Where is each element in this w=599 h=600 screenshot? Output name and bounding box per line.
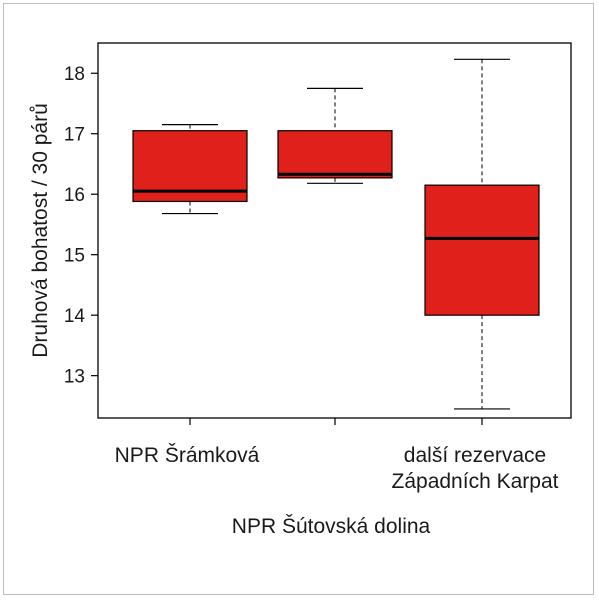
- x-category-label-2-1: Západních Karpat: [392, 470, 559, 493]
- boxes: [132, 58, 540, 410]
- y-axis-title: Druhová bohatost / 30 párů: [29, 103, 52, 358]
- box-group-2: [424, 58, 540, 410]
- box-1: [277, 130, 393, 179]
- x-axis: NPR Šrámková další rezervace Západních Kar…: [115, 418, 559, 493]
- x-category-label-0-0: NPR Šrámková: [115, 444, 260, 467]
- box-group-1: [277, 87, 393, 184]
- y-tick-label-4: 17: [64, 125, 85, 146]
- y-tick-label-3: 16: [64, 185, 85, 206]
- box-0: [132, 130, 248, 203]
- y-tick-label-0: 13: [64, 367, 85, 388]
- x-axis-group-label: NPR Šútovská dolina: [232, 515, 431, 538]
- x-category-label-2-0: další rezervace: [404, 444, 546, 467]
- y-tick-label-5: 18: [64, 64, 85, 85]
- y-axis: 13 14 15 16 17 18: [64, 64, 98, 388]
- box-2: [424, 184, 540, 316]
- box-group-0: [132, 124, 248, 215]
- y-tick-label-2: 15: [64, 246, 85, 267]
- y-tick-label-1: 14: [64, 306, 86, 327]
- figure-frame: [3, 3, 594, 595]
